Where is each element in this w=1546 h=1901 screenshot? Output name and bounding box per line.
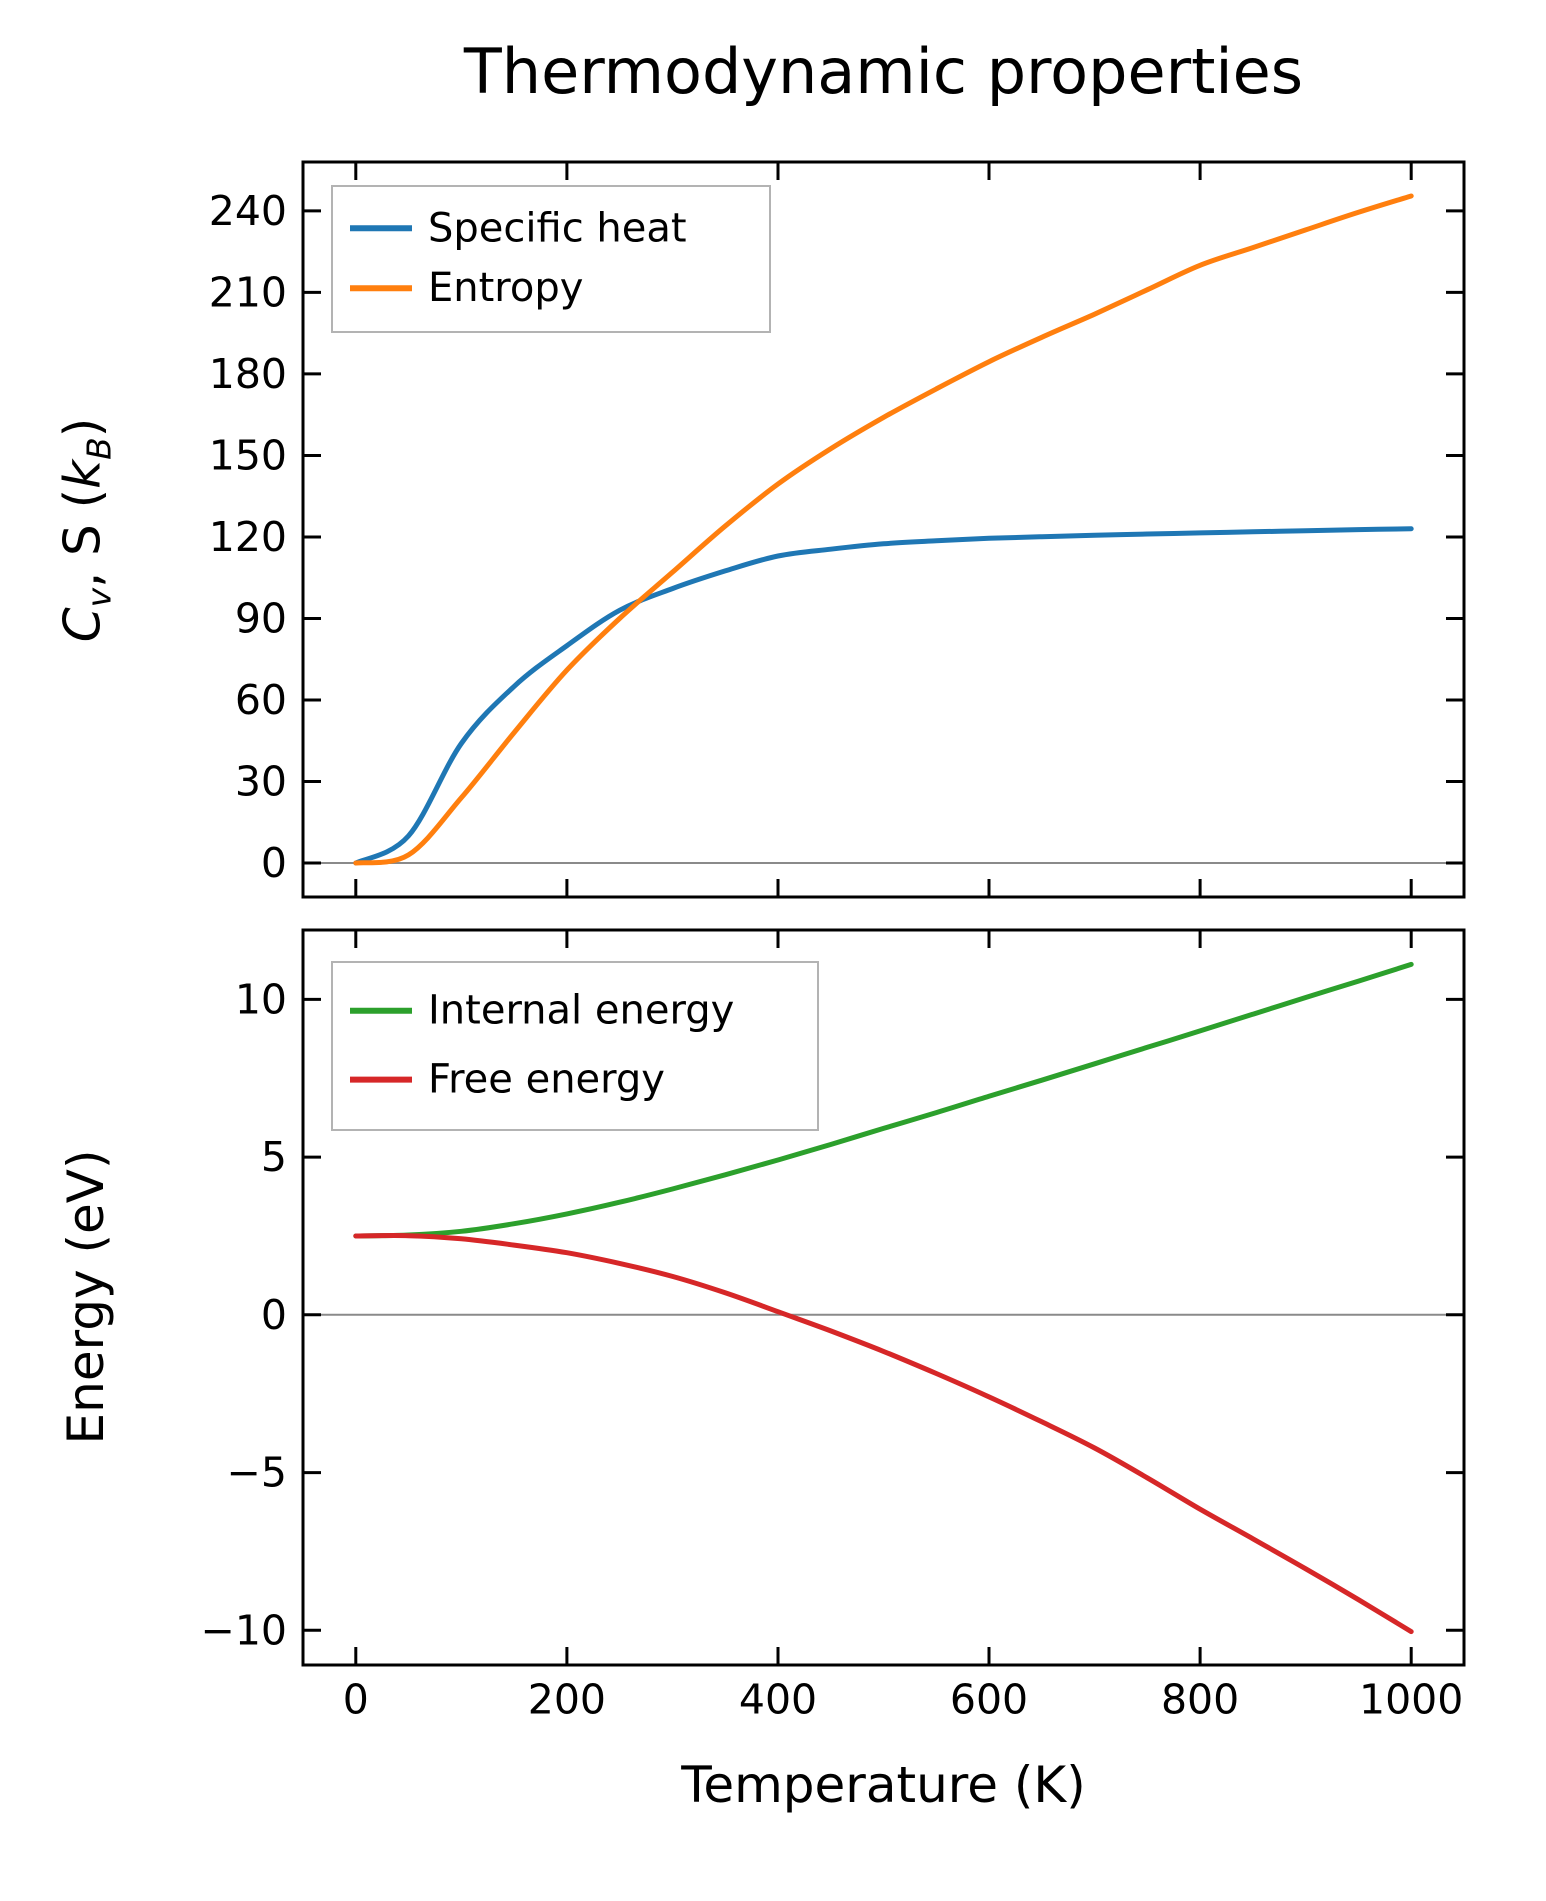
x-tick-labels: 0 200 400 600 800 1000 (343, 1675, 1464, 1723)
y-tick-label: −5 (227, 1449, 287, 1497)
bottom-y-tick-labels: −10 −5 0 5 10 (200, 975, 287, 1654)
internal-energy-curve (353, 961, 1414, 1239)
y-tick-label: −10 (200, 1606, 287, 1654)
legend-label: Internal energy (428, 988, 734, 1034)
x-tick-label: 1000 (1359, 1675, 1463, 1723)
y-label-run: C (53, 607, 112, 643)
figure-title: Thermodynamic properties (463, 35, 1304, 108)
bottom-y-axis-label: Energy (eV) (57, 1150, 115, 1445)
specific-heat-curve (353, 526, 1414, 866)
y-tick-label: 120 (209, 513, 287, 561)
bottom-legend: Internal energy Free energy (331, 961, 819, 1131)
y-tick-label: 90 (235, 595, 287, 643)
free-energy-curve (353, 1233, 1414, 1635)
x-tick-label: 0 (343, 1675, 369, 1723)
y-tick-label: 10 (235, 975, 287, 1023)
legend-box (331, 961, 819, 1131)
y-tick-label: 210 (209, 268, 287, 316)
y-label-run: ) (53, 417, 112, 438)
y-label-run: B (79, 437, 119, 460)
y-tick-label: 30 (235, 758, 287, 806)
x-tick-label: 600 (950, 1675, 1028, 1723)
y-label-run: k (53, 459, 112, 489)
bottom-ticks (303, 930, 1464, 1665)
y-tick-label: 60 (235, 676, 287, 724)
legend-label: Entropy (428, 265, 583, 311)
y-tick-label: 240 (209, 187, 287, 235)
y-tick-label: 180 (209, 350, 287, 398)
y-label-run: , S ( (53, 488, 112, 588)
bottom-panel: −10 −5 0 5 10 0 200 400 600 800 1000 Internal energ… (200, 928, 1466, 1723)
legend-box (331, 185, 771, 333)
y-tick-label: 5 (261, 1133, 287, 1181)
top-panel: 0 30 60 90 120 150 180 210 240 Specific heat Entro… (209, 160, 1466, 899)
x-tick-label: 800 (1161, 1675, 1239, 1723)
x-tick-label: 200 (528, 1675, 606, 1723)
top-ticks (303, 162, 1464, 897)
y-label-run: Energy (eV) (57, 1149, 115, 1445)
bottom-axes-frame (301, 928, 1466, 1667)
top-axes-frame (301, 160, 1466, 899)
x-axis-label: Temperature (K) (681, 1756, 1086, 1814)
entropy-curve (353, 193, 1414, 866)
top-y-axis-label: Cv, S (kB) (54, 418, 119, 643)
y-label-run: v (79, 587, 119, 608)
legend-label: Free energy (428, 1057, 665, 1103)
y-tick-label: 0 (261, 1291, 287, 1339)
top-legend: Specific heat Entropy (331, 185, 771, 333)
top-y-tick-labels: 0 30 60 90 120 150 180 210 240 (209, 187, 287, 887)
y-tick-label: 150 (209, 432, 287, 480)
y-tick-label: 0 (261, 839, 287, 887)
x-tick-label: 400 (739, 1675, 817, 1723)
legend-label: Specific heat (428, 205, 687, 251)
